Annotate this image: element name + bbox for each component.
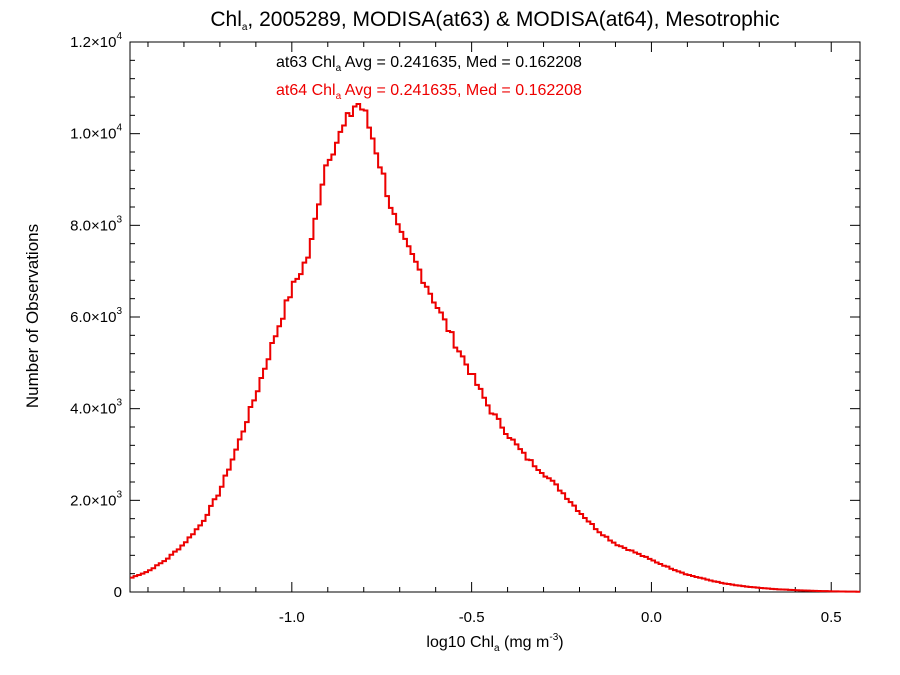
series-at64-line: [130, 102, 860, 593]
x-tick-label: -0.5: [459, 609, 485, 626]
x-tick-label: 0.0: [641, 609, 662, 626]
series-at63-line: [130, 103, 860, 593]
y-tick-label: 1.2×104: [70, 31, 122, 51]
x-axis-ticks: -1.0 -0.5 0.0 0.5: [147, 42, 842, 626]
y-tick-label: 8.0×103: [70, 214, 122, 234]
annotation-at63: at63 Chla Avg = 0.241635, Med = 0.162208: [276, 54, 582, 74]
annotation-at64: at64 Chla Avg = 0.241635, Med = 0.162208: [276, 82, 582, 102]
y-axis-ticks: 0 2.0×103 4.0×103 6.0×103 8.0×103 1.0×104 1.2×…: [70, 31, 860, 601]
y-tick-label: 4.0×103: [70, 398, 122, 418]
y-tick-label: 2.0×103: [70, 489, 122, 509]
x-axis-label: log10 Chla (mg m-3): [426, 632, 564, 654]
y-axis-label: Number of Observations: [23, 223, 42, 409]
y-tick-label: 1.0×104: [70, 123, 122, 143]
chart-title: Chla, 2005289, MODISA(at63) & MODISA(at6…: [210, 8, 780, 33]
x-tick-label: 0.5: [821, 609, 842, 626]
plot-frame: [129, 41, 861, 593]
y-tick-label: 6.0×103: [70, 306, 122, 326]
x-tick-label: -1.0: [279, 609, 305, 626]
y-tick-label: 0: [114, 584, 122, 601]
